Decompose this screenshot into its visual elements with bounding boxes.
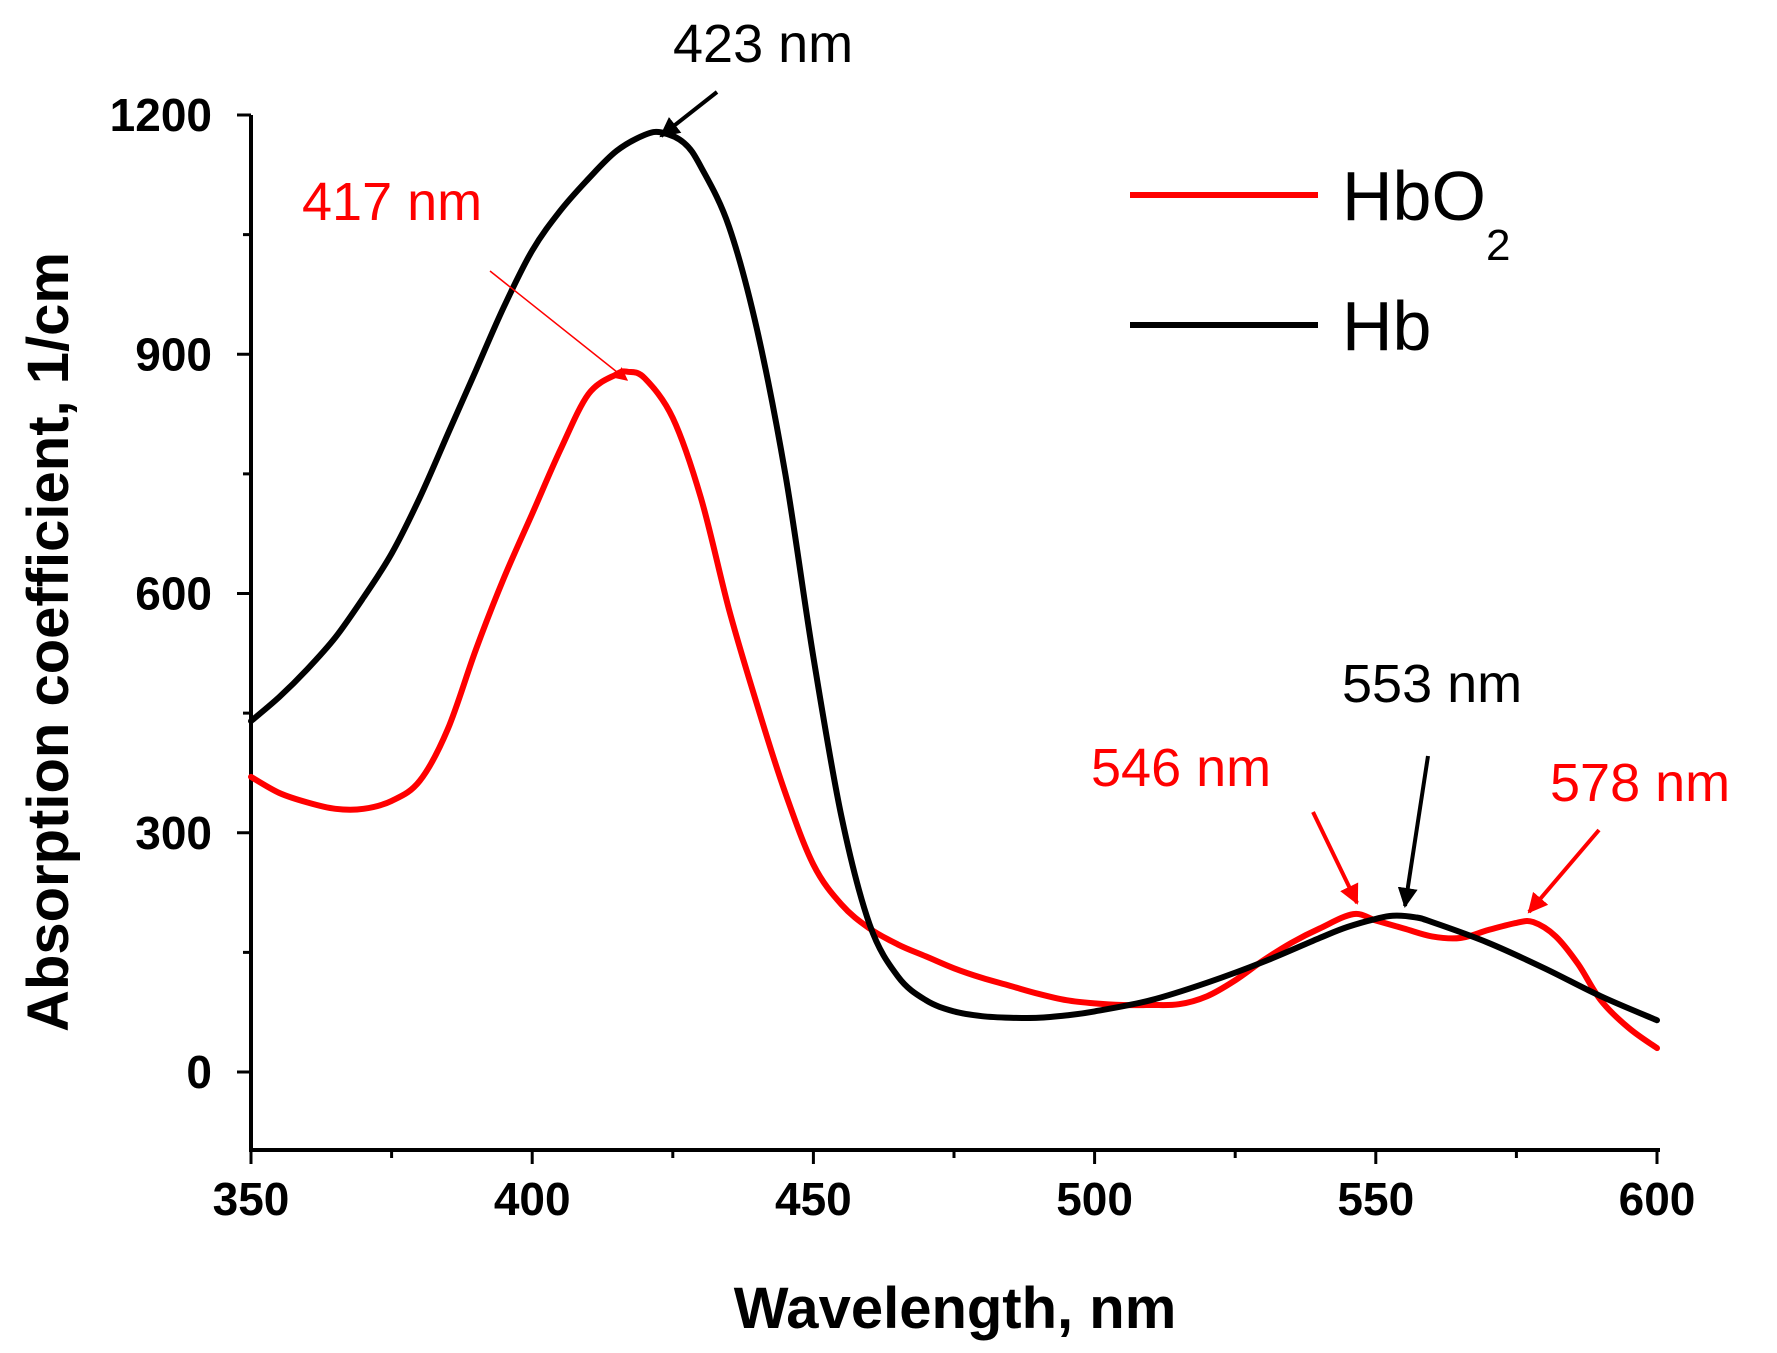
series-layer <box>248 128 1660 1052</box>
tick-labels: 350 400 450 500 550 600 0 300 600 900 1200 <box>110 89 1696 1225</box>
x-axis-title: Wavelength, nm <box>734 1276 1177 1341</box>
x-tick-label: 350 <box>213 1173 290 1225</box>
ticks <box>237 113 1659 1164</box>
legend: HbO2 Hb <box>1130 157 1510 365</box>
annotation-label-423nm: 423 nm <box>673 14 853 74</box>
y-axis-title: Absorption coefficient, 1/cm <box>16 252 81 1032</box>
y-tick-label: 600 <box>135 568 212 620</box>
annotation-arrow-553nm <box>1397 755 1430 908</box>
annotation-arrow-578nm <box>1527 828 1601 914</box>
y-tick-label: 1200 <box>110 89 212 141</box>
x-tick-label: 600 <box>1619 1173 1696 1225</box>
x-tick-label: 550 <box>1337 1173 1414 1225</box>
annotations: 423 nm 417 nm 553 nm 546 nm 578 nm <box>302 14 1730 914</box>
y-tick-label: 0 <box>186 1046 212 1098</box>
x-tick-label: 500 <box>1056 1173 1133 1225</box>
y-tick-label: 300 <box>135 807 212 859</box>
annotation-label-553nm: 553 nm <box>1342 654 1522 714</box>
annotation-arrow-423nm <box>659 90 719 138</box>
annotation-label-578nm: 578 nm <box>1550 753 1730 813</box>
legend-label-hbo2-main: HbO <box>1342 157 1486 235</box>
annotation-arrow-417nm <box>489 270 629 381</box>
series-line-hb <box>248 128 1660 1024</box>
y-tick-label: 900 <box>135 328 212 380</box>
x-tick-label: 400 <box>494 1173 571 1225</box>
annotation-label-546nm: 546 nm <box>1091 738 1271 798</box>
axes <box>249 115 1660 1152</box>
legend-label-hbo2-sub: 2 <box>1486 221 1510 270</box>
x-tick-label: 450 <box>775 1173 852 1225</box>
series-line-hbo2 <box>248 368 1660 1052</box>
annotation-arrow-546nm <box>1311 811 1359 905</box>
annotation-label-417nm: 417 nm <box>302 172 482 232</box>
legend-label-hb: Hb <box>1342 287 1431 365</box>
legend-label-hbo2: HbO2 <box>1342 157 1510 270</box>
